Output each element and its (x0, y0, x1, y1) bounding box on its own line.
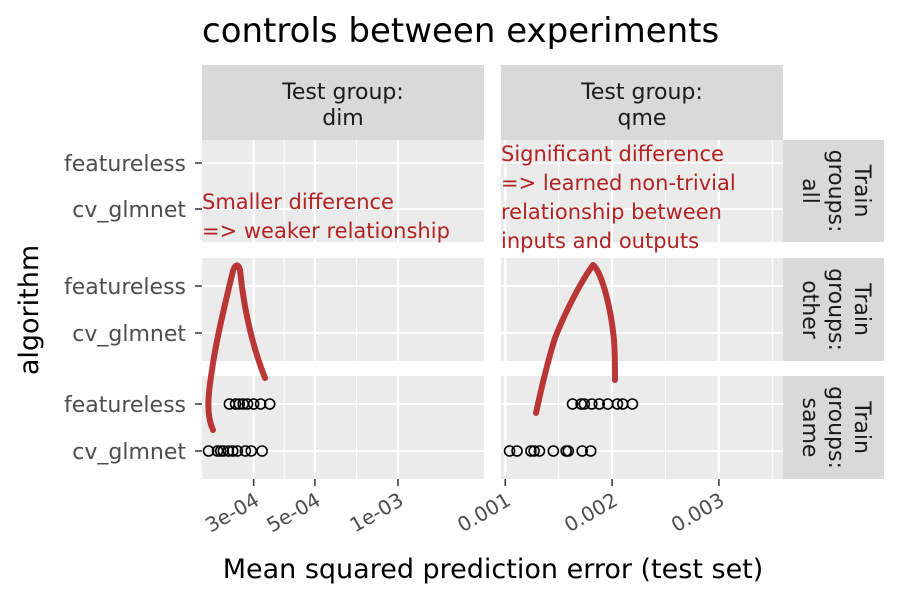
hand-drawn-stroke (533, 262, 618, 416)
strip-label: Test group: (580, 80, 703, 105)
x-axis-ticks: 3e-04 5e-04 1e-03 0.001 0.002 0.003 (201, 479, 728, 537)
data-point-cv_glmnet (231, 445, 244, 457)
panel-dim-all (202, 140, 484, 242)
data-point-cv_glmnet (256, 445, 268, 457)
annotation-line: relationship between (501, 200, 722, 224)
annotation-line: => weaker relationship (202, 219, 450, 243)
data-point-featureless (566, 398, 579, 410)
strip-label: groups: (823, 268, 848, 351)
strip-label: all (797, 178, 822, 204)
strip-label: Train (849, 400, 874, 454)
panel-qme-same (501, 376, 783, 479)
data-point-featureless (263, 398, 276, 410)
x-tick-label: 1e-03 (345, 488, 407, 538)
data-point-featureless (233, 398, 246, 410)
annotation-dim: Smaller difference => weaker relationship (202, 190, 450, 243)
data-point-cv_glmnet (211, 445, 224, 457)
data-point-cv_glmnet (226, 445, 239, 457)
annotation-line: => learned non-trivial (501, 171, 736, 195)
panel-background (501, 258, 783, 361)
data-point-cv_glmnet (503, 445, 516, 457)
x-tick-label: 0.001 (453, 488, 515, 537)
panel-background (202, 258, 484, 361)
x-axis-title: Mean squared prediction error (test set) (223, 554, 764, 585)
data-point-cv_glmnet (202, 445, 215, 457)
annotation-line: inputs and outputs (501, 229, 699, 253)
y-axis-title: algorithm (14, 245, 45, 375)
data-point-cv_glmnet (562, 445, 575, 457)
strip-label: Train (849, 282, 874, 336)
strip-background (501, 65, 783, 140)
panel-qme-other (501, 258, 783, 361)
x-tick-label: 0.002 (560, 488, 622, 537)
hand-drawn-strokes (205, 262, 618, 433)
data-point-cv_glmnet (576, 445, 588, 457)
y-tick-label: featureless (64, 275, 186, 300)
data-point-cv_glmnet (239, 445, 252, 457)
facet-panels (202, 140, 783, 479)
strip-label: groups: (823, 150, 848, 233)
data-point-cv_glmnet (533, 445, 546, 457)
panel-background (501, 140, 783, 242)
y-axis-ticks: featureless cv_glmnet featureless cv_glmnet… (64, 152, 202, 465)
strip-label: groups: (823, 386, 848, 469)
data-points (202, 398, 639, 457)
y-tick-label: featureless (64, 393, 186, 418)
y-tick-label: featureless (64, 152, 186, 177)
y-tick-label: cv_glmnet (72, 440, 186, 465)
panel-background (501, 376, 783, 479)
annotation-line: Significant difference (501, 142, 724, 166)
strip-background (783, 140, 884, 242)
strip-top-qme: Test group:qme (501, 65, 783, 140)
panel-background (202, 376, 484, 479)
y-tick-label: cv_glmnet (72, 198, 186, 223)
strip-background (783, 258, 884, 361)
x-tick-label: 0.003 (667, 488, 729, 537)
strip-label: other (797, 280, 822, 340)
y-tick-label: cv_glmnet (72, 322, 186, 347)
annotation-line: Smaller difference (202, 190, 394, 214)
panel-dim-other (202, 258, 484, 361)
data-point-cv_glmnet (245, 445, 258, 457)
strip-top-dim: Test group:dim (202, 65, 484, 140)
data-point-featureless (254, 398, 267, 410)
panel-dim-same (202, 376, 484, 479)
data-point-featureless (585, 398, 598, 410)
data-point-featureless (247, 398, 260, 410)
strip-label: dim (322, 106, 364, 131)
annotations: Smaller difference => weaker relationship… (202, 142, 736, 253)
x-tick-label: 3e-04 (201, 488, 263, 538)
data-point-featureless (229, 398, 242, 410)
data-point-cv_glmnet (528, 445, 540, 457)
data-point-featureless (626, 398, 639, 410)
data-point-cv_glmnet (222, 445, 235, 457)
panel-qme-all (501, 140, 783, 242)
data-point-cv_glmnet (511, 445, 523, 457)
data-point-cv_glmnet (584, 445, 597, 457)
hand-drawn-stroke (205, 262, 268, 433)
data-point-cv_glmnet (547, 445, 560, 457)
chart-title: controls between experiments (202, 11, 719, 51)
data-point-cv_glmnet (525, 445, 537, 457)
strip-background (202, 65, 484, 140)
strip-label: Train (849, 164, 874, 218)
strip-label: same (797, 398, 822, 458)
strip-label: qme (618, 106, 667, 131)
data-point-featureless (593, 398, 606, 410)
data-point-featureless (241, 398, 254, 410)
data-point-featureless (578, 398, 591, 410)
annotation-qme: Significant difference => learned non-tri… (501, 142, 736, 253)
x-tick-label: 5e-04 (262, 488, 324, 538)
strip-background (783, 376, 884, 479)
data-point-featureless (611, 398, 624, 410)
strip-label: Test group: (281, 80, 404, 105)
panel-background (202, 140, 484, 242)
